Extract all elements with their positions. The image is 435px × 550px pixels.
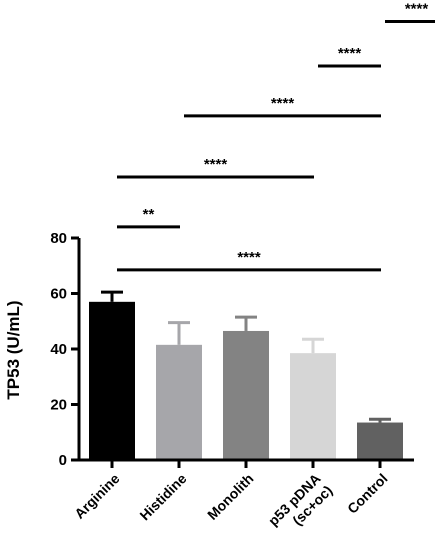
x-tick-label-line: Histidine — [136, 470, 189, 523]
bar — [89, 301, 135, 460]
bar — [290, 353, 336, 460]
x-tick-label-line: Monolith — [204, 470, 257, 523]
y-tick-label: 20 — [50, 397, 67, 414]
significance-brackets: ********************** — [117, 1, 435, 272]
y-tick-label: 0 — [59, 452, 67, 469]
x-tick-label: Arginine — [71, 470, 123, 522]
x-tick-label: Monolith — [204, 470, 257, 523]
bar — [357, 422, 403, 460]
y-tick-label: 60 — [50, 286, 67, 303]
bars — [89, 301, 403, 460]
error-bars — [101, 290, 391, 423]
x-tick-label: Control — [344, 470, 391, 517]
significance-label: **** — [237, 249, 261, 266]
significance-label: **** — [204, 156, 228, 173]
significance-label: **** — [271, 95, 295, 112]
significance-label: **** — [405, 1, 429, 18]
significance-label: ** — [143, 206, 155, 223]
bar — [223, 330, 269, 460]
y-tick-label: 40 — [50, 341, 67, 358]
bar — [156, 344, 202, 460]
y-axis: 0 20 40 60 80 — [50, 230, 81, 469]
x-tick-label: Histidine — [136, 470, 189, 523]
significance-label: **** — [338, 45, 362, 62]
y-tick-label: 80 — [50, 230, 67, 247]
y-axis-label: TP53 (U/mL) — [4, 300, 23, 399]
x-tick-label-line: Control — [344, 470, 391, 517]
x-tick-label: p53 pDNA(sc+oc) — [265, 470, 336, 541]
x-axis: Arginine Histidine Monolith p53 pDNA(sc+oc)… — [71, 458, 414, 541]
x-tick-label-line: Arginine — [71, 470, 123, 522]
